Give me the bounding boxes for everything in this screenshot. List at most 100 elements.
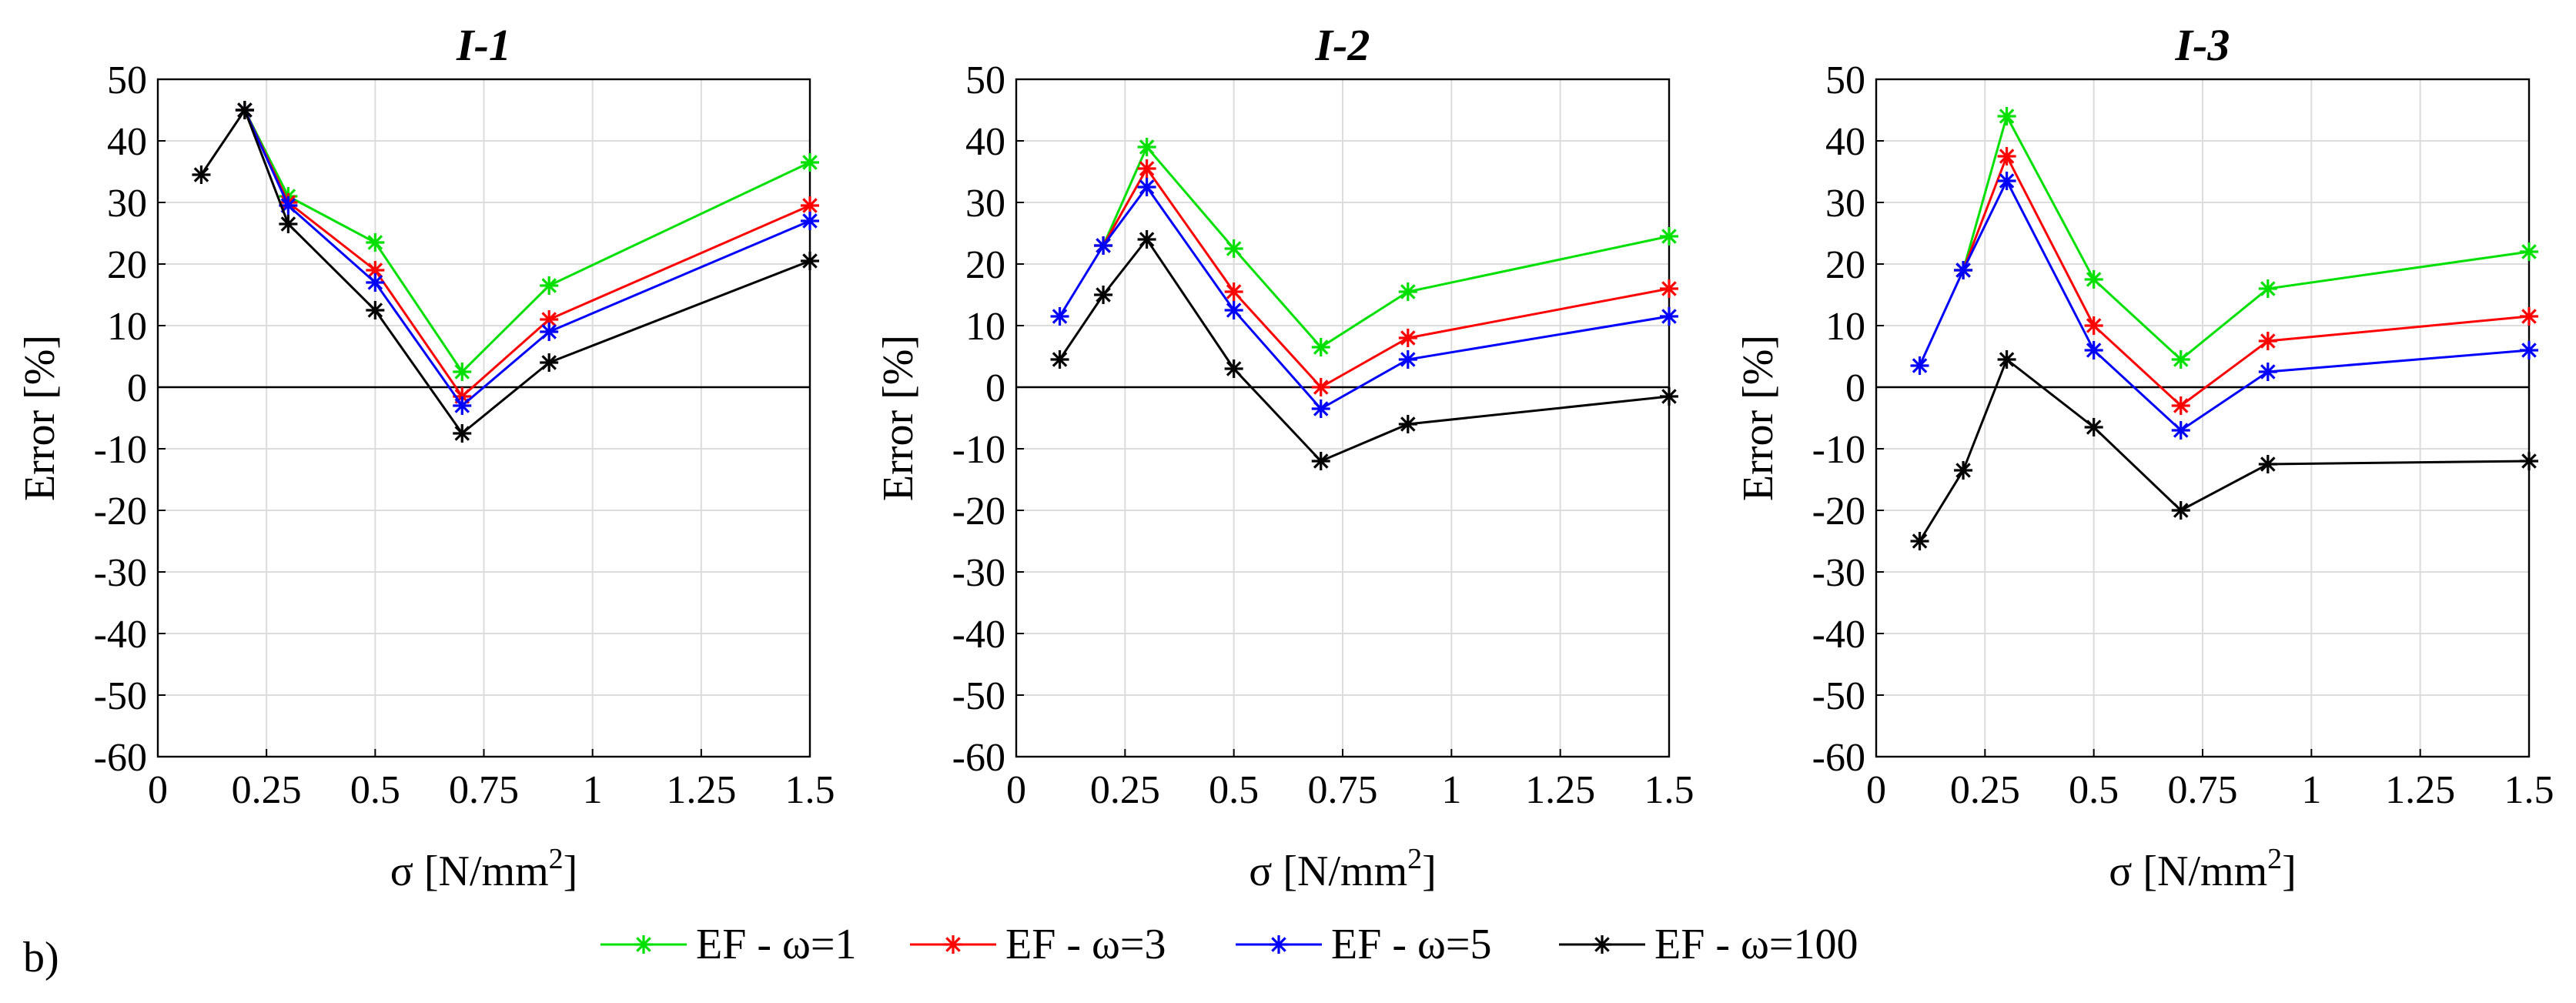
data-point xyxy=(801,153,819,172)
data-point xyxy=(1398,350,1417,369)
series-w3 xyxy=(1954,147,2538,415)
series-line xyxy=(1102,166,1670,389)
series-line xyxy=(1059,185,1670,410)
data-point xyxy=(235,101,254,119)
data-point xyxy=(1954,461,1973,480)
y-tick-label: 30 xyxy=(1825,182,1865,226)
grid xyxy=(157,79,811,757)
series-line xyxy=(1102,145,1670,349)
series-line xyxy=(1962,113,2530,361)
legend-label: EF - ω=3 xyxy=(1005,921,1166,968)
chart-title: I-1 xyxy=(456,20,511,70)
data-point xyxy=(1094,286,1113,304)
data-point xyxy=(2171,421,2190,440)
y-tick-label: -20 xyxy=(1812,490,1865,533)
chart-title: I-2 xyxy=(1315,20,1370,70)
legend-marker xyxy=(1593,935,1611,954)
data-point xyxy=(2084,270,2103,289)
y-tick-label: 30 xyxy=(965,182,1005,226)
y-tick-label: -60 xyxy=(94,736,147,780)
series-w100 xyxy=(1910,350,2538,550)
x-axis-label: σ [N/mm2] xyxy=(2109,843,2297,895)
y-axis-label: Error [%] xyxy=(16,335,64,501)
y-tick-label: -30 xyxy=(94,551,147,595)
x-tick-label: 0.75 xyxy=(2168,768,2238,812)
data-point xyxy=(1050,350,1069,369)
x-tick-label: 1.5 xyxy=(785,768,835,812)
data-point xyxy=(366,273,385,292)
x-tick-label: 1.5 xyxy=(1644,768,1694,812)
chart-panels: 0 0.25 0.5 0.75 1 1.25 1.5 50 40 30 20 10 0 -10 -20 -30… xyxy=(16,20,2554,895)
data-point xyxy=(2520,242,2538,261)
y-tick-label: 0 xyxy=(1845,366,1865,410)
x-tick-label: 0.75 xyxy=(449,768,519,812)
data-point xyxy=(1224,359,1243,378)
y-tick-label: 40 xyxy=(1825,120,1865,164)
data-point xyxy=(1050,307,1069,326)
y-tick-label: -40 xyxy=(952,613,1005,657)
data-point xyxy=(1997,172,2016,190)
data-point xyxy=(453,363,472,381)
y-tick-label: -20 xyxy=(952,490,1005,533)
data-point xyxy=(1398,415,1417,433)
y-tick-label: 50 xyxy=(107,59,147,102)
x-tick-label: 1.5 xyxy=(2504,768,2554,812)
y-tick-label: 0 xyxy=(127,366,147,410)
data-point xyxy=(1660,227,1678,246)
x-tick-label: 0 xyxy=(148,768,168,812)
data-point xyxy=(1137,230,1156,249)
data-point xyxy=(2520,452,2538,470)
y-tick-label: -10 xyxy=(94,428,147,472)
data-point xyxy=(1137,178,1156,196)
x-tick-label: 0.5 xyxy=(2069,768,2119,812)
data-point xyxy=(1398,329,1417,347)
x-tick-label: 1.25 xyxy=(2385,768,2455,812)
y-tick-label: -40 xyxy=(94,613,147,657)
data-point xyxy=(540,323,559,341)
y-tick-label: -50 xyxy=(94,674,147,718)
x-tick-label: 1 xyxy=(583,768,603,812)
data-point xyxy=(366,233,385,252)
data-point xyxy=(1997,107,2016,125)
y-tick-label: 20 xyxy=(107,243,147,287)
data-point xyxy=(2258,455,2277,473)
series-line xyxy=(243,109,811,399)
data-point xyxy=(2520,307,2538,326)
x-tick-label: 0 xyxy=(1866,768,1886,812)
data-point xyxy=(2520,341,2538,359)
data-point xyxy=(2258,332,2277,350)
legend-item-w3: EF - ω=3 xyxy=(910,921,1166,968)
data-point xyxy=(1398,283,1417,301)
data-point xyxy=(1224,283,1243,301)
data-point xyxy=(453,396,472,415)
series-w100 xyxy=(192,101,819,443)
legend-label: EF - ω=100 xyxy=(1654,921,1858,968)
data-point xyxy=(2084,418,2103,436)
data-point xyxy=(453,424,472,443)
y-tick-label: 10 xyxy=(965,305,1005,349)
panel-tag: b) xyxy=(23,934,59,981)
data-point xyxy=(1137,159,1156,178)
series-w3 xyxy=(1094,159,1678,396)
y-tick-label: -60 xyxy=(952,736,1005,780)
data-point xyxy=(801,252,819,270)
legend-label: EF - ω=5 xyxy=(1331,921,1491,968)
chart-title: I-3 xyxy=(2175,20,2230,70)
x-tick-label: 0.5 xyxy=(1209,768,1259,812)
x-tick-label: 1.25 xyxy=(666,768,736,812)
series-line xyxy=(200,107,811,436)
data-point xyxy=(2084,341,2103,359)
data-point xyxy=(366,301,385,319)
data-point xyxy=(1660,307,1678,326)
y-tick-label: 10 xyxy=(107,305,147,349)
y-tick-label: -30 xyxy=(1812,551,1865,595)
data-point xyxy=(1094,236,1113,255)
data-point xyxy=(2171,350,2190,369)
x-tick-label: 0.25 xyxy=(1090,768,1160,812)
data-point xyxy=(1997,350,2016,369)
y-tick-label: 20 xyxy=(965,243,1005,287)
data-point xyxy=(1910,532,1929,550)
x-tick-label: 1.25 xyxy=(1525,768,1595,812)
panel-i-1: 0 0.25 0.5 0.75 1 1.25 1.5 50 40 30 20 10 0 -10 -20 -30… xyxy=(16,20,835,895)
series-line xyxy=(243,109,811,374)
